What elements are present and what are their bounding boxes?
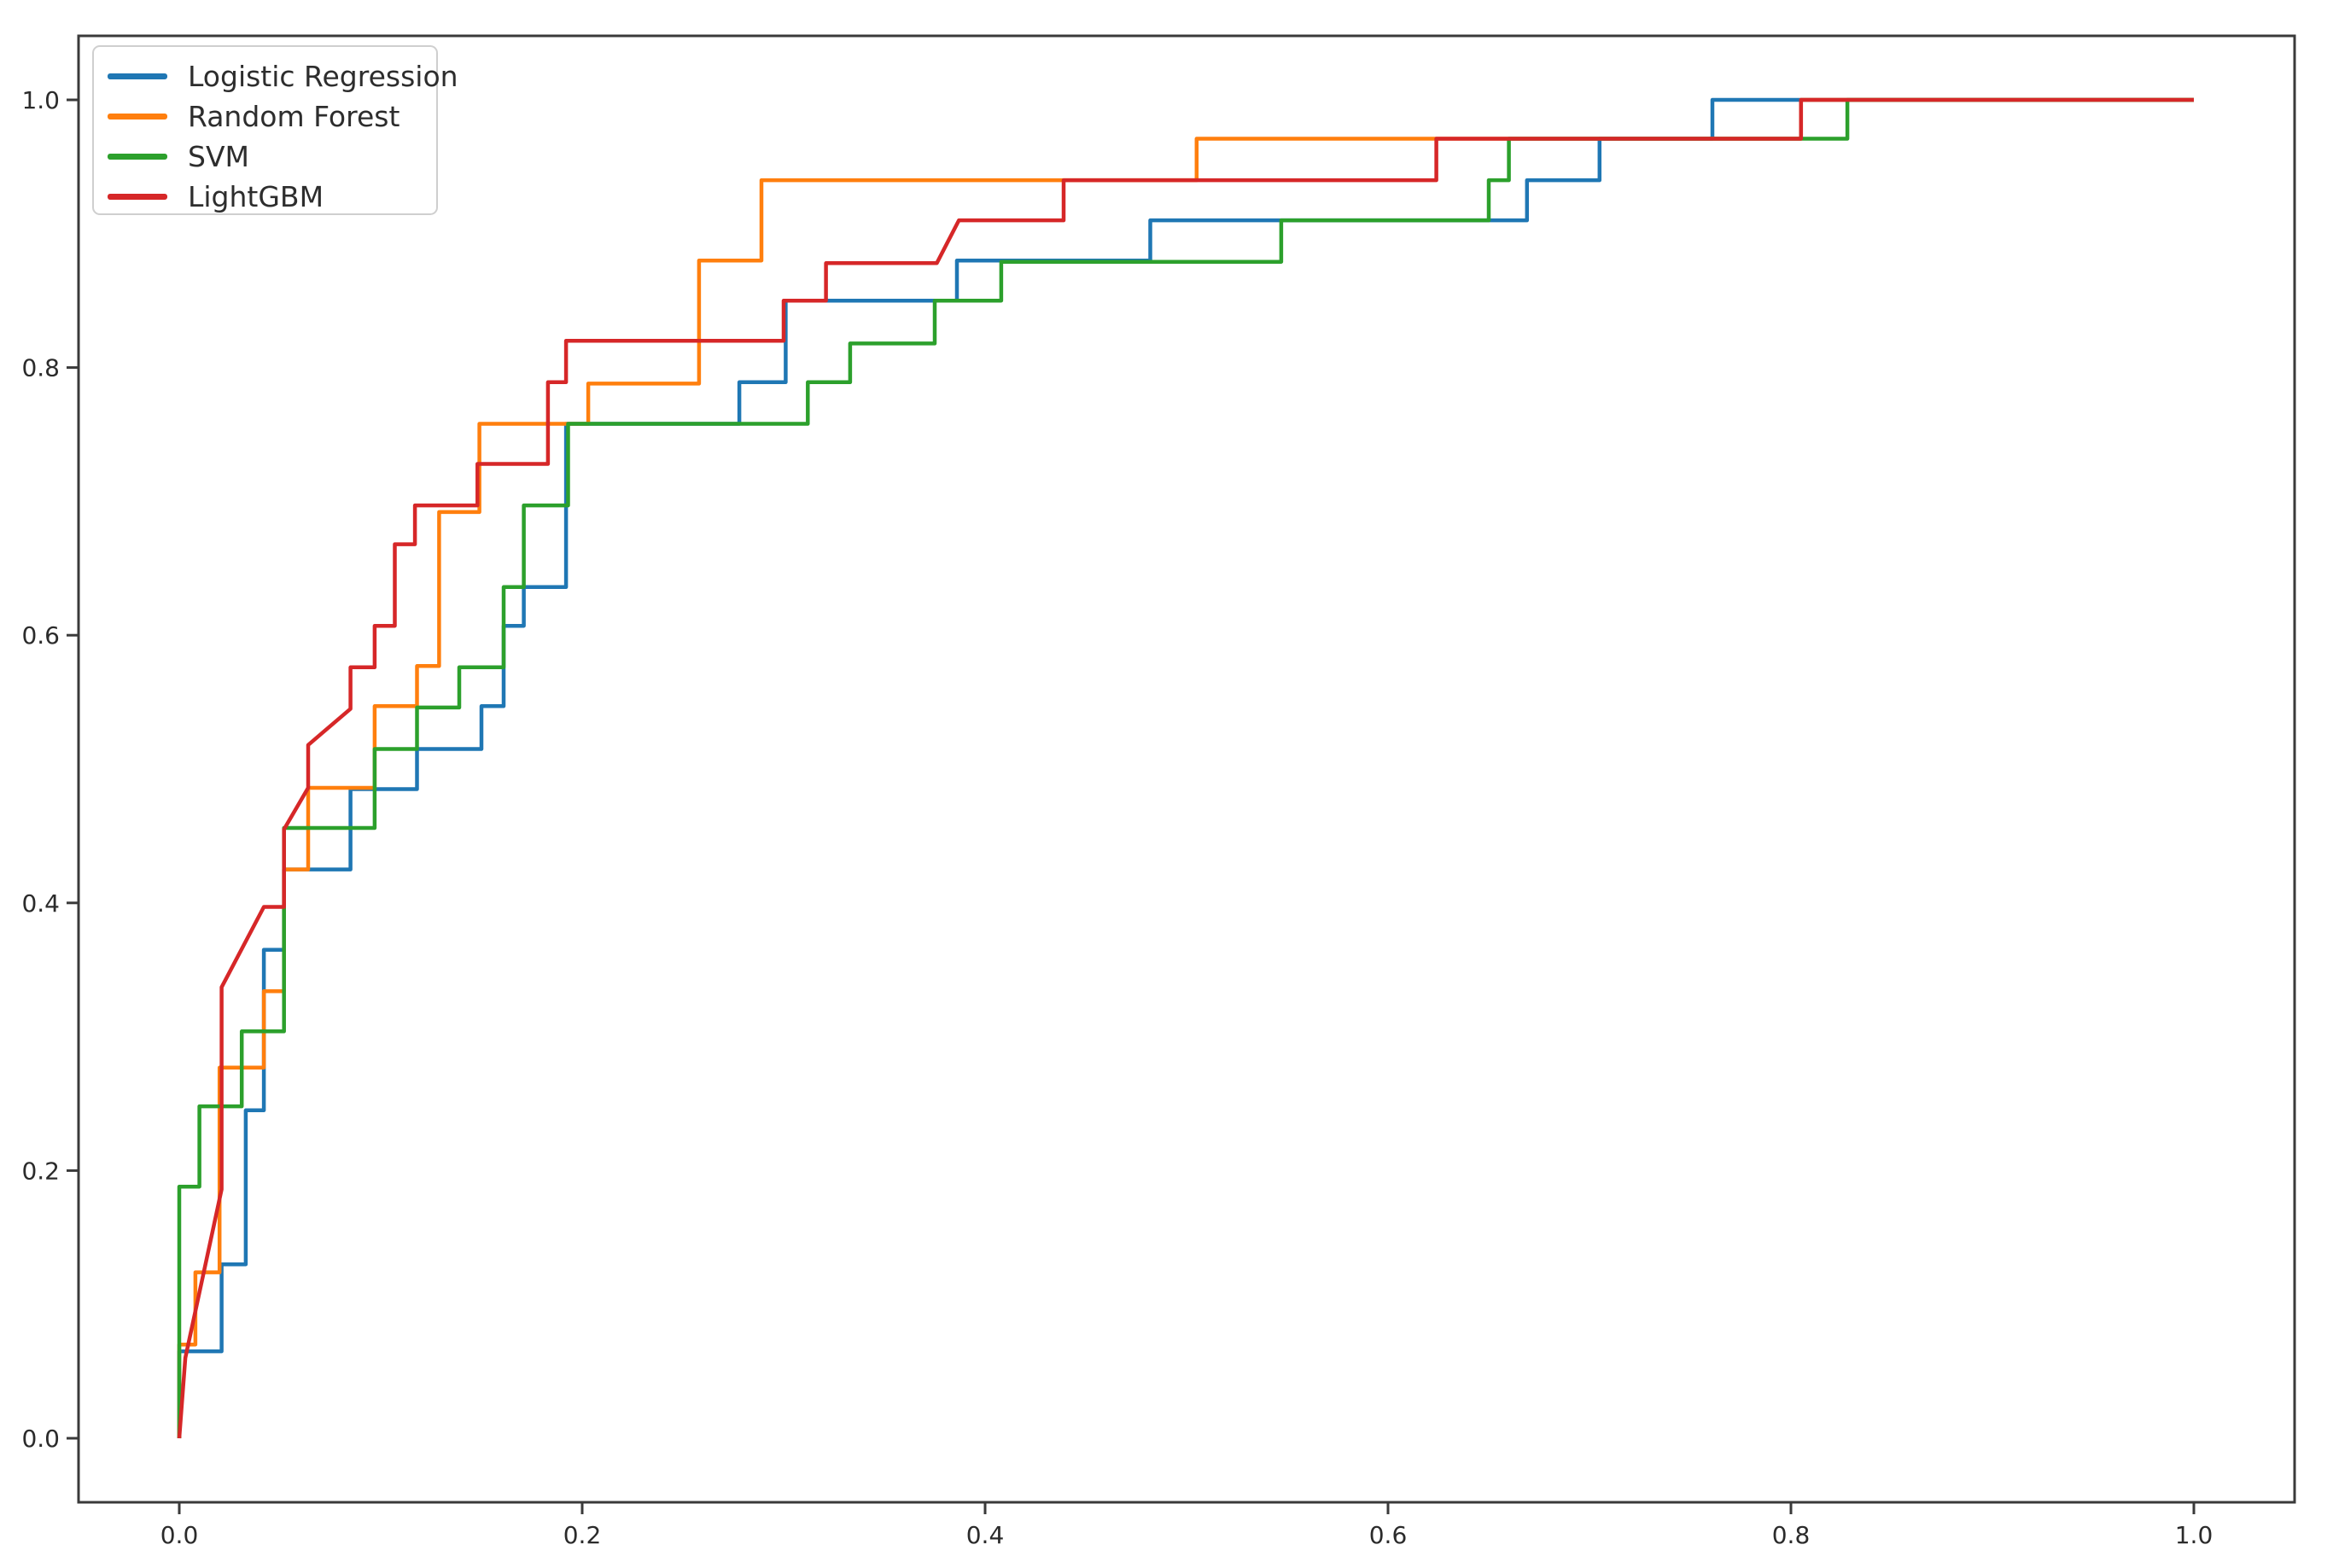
x-tick-label: 1.0 xyxy=(2175,1521,2213,1549)
legend-item-logistic-regression: Logistic Regression xyxy=(94,56,458,96)
y-tick-label: 0.4 xyxy=(21,889,60,918)
roc-curve-logistic-regression xyxy=(177,97,2194,1438)
roc-curve-lightgbm xyxy=(177,97,2194,1439)
y-tick-label: 0.0 xyxy=(21,1425,60,1453)
legend-line-swatch-lightgbm xyxy=(108,194,167,200)
x-tick-label: 0.0 xyxy=(160,1521,199,1549)
axes-frame xyxy=(77,34,2296,1504)
x-tick-label: 0.8 xyxy=(1772,1521,1811,1549)
legend: Logistic Regression Random Forest SVM Li… xyxy=(92,45,458,217)
y-tick-label: 0.2 xyxy=(21,1157,60,1185)
x-tick-label: 0.6 xyxy=(1369,1521,1408,1549)
y-tick-label: 0.6 xyxy=(21,621,60,650)
legend-line-swatch-logistic-regression xyxy=(108,73,167,79)
roc-curves xyxy=(177,97,2194,1439)
axes-ticks xyxy=(67,98,2196,1514)
legend-label: SVM xyxy=(188,140,249,173)
x-tick-label: 0.2 xyxy=(563,1521,602,1549)
legend-label: LightGBM xyxy=(188,180,324,213)
y-tick-label: 0.8 xyxy=(21,354,60,382)
legend-line-swatch-svm xyxy=(108,154,167,160)
axes-spines xyxy=(77,34,2296,1504)
legend-label: Random Forest xyxy=(188,100,400,133)
legend-item-lightgbm: LightGBM xyxy=(94,177,436,217)
legend-item-random-forest: Random Forest xyxy=(94,96,436,137)
legend-line-swatch-random-forest xyxy=(108,114,167,119)
axes-tick-labels: 0.0 0.2 0.4 0.6 0.8 1.0 0.0 0.2 0.4 0.6 0.8 1.0 xyxy=(21,86,2213,1549)
roc-curve-svm xyxy=(177,97,2194,1438)
x-tick-label: 0.4 xyxy=(966,1521,1005,1549)
y-tick-label: 1.0 xyxy=(21,86,60,114)
legend-item-svm: SVM xyxy=(94,137,436,177)
legend-label: Logistic Regression xyxy=(188,60,458,93)
roc-curve-random-forest xyxy=(177,97,2194,1438)
